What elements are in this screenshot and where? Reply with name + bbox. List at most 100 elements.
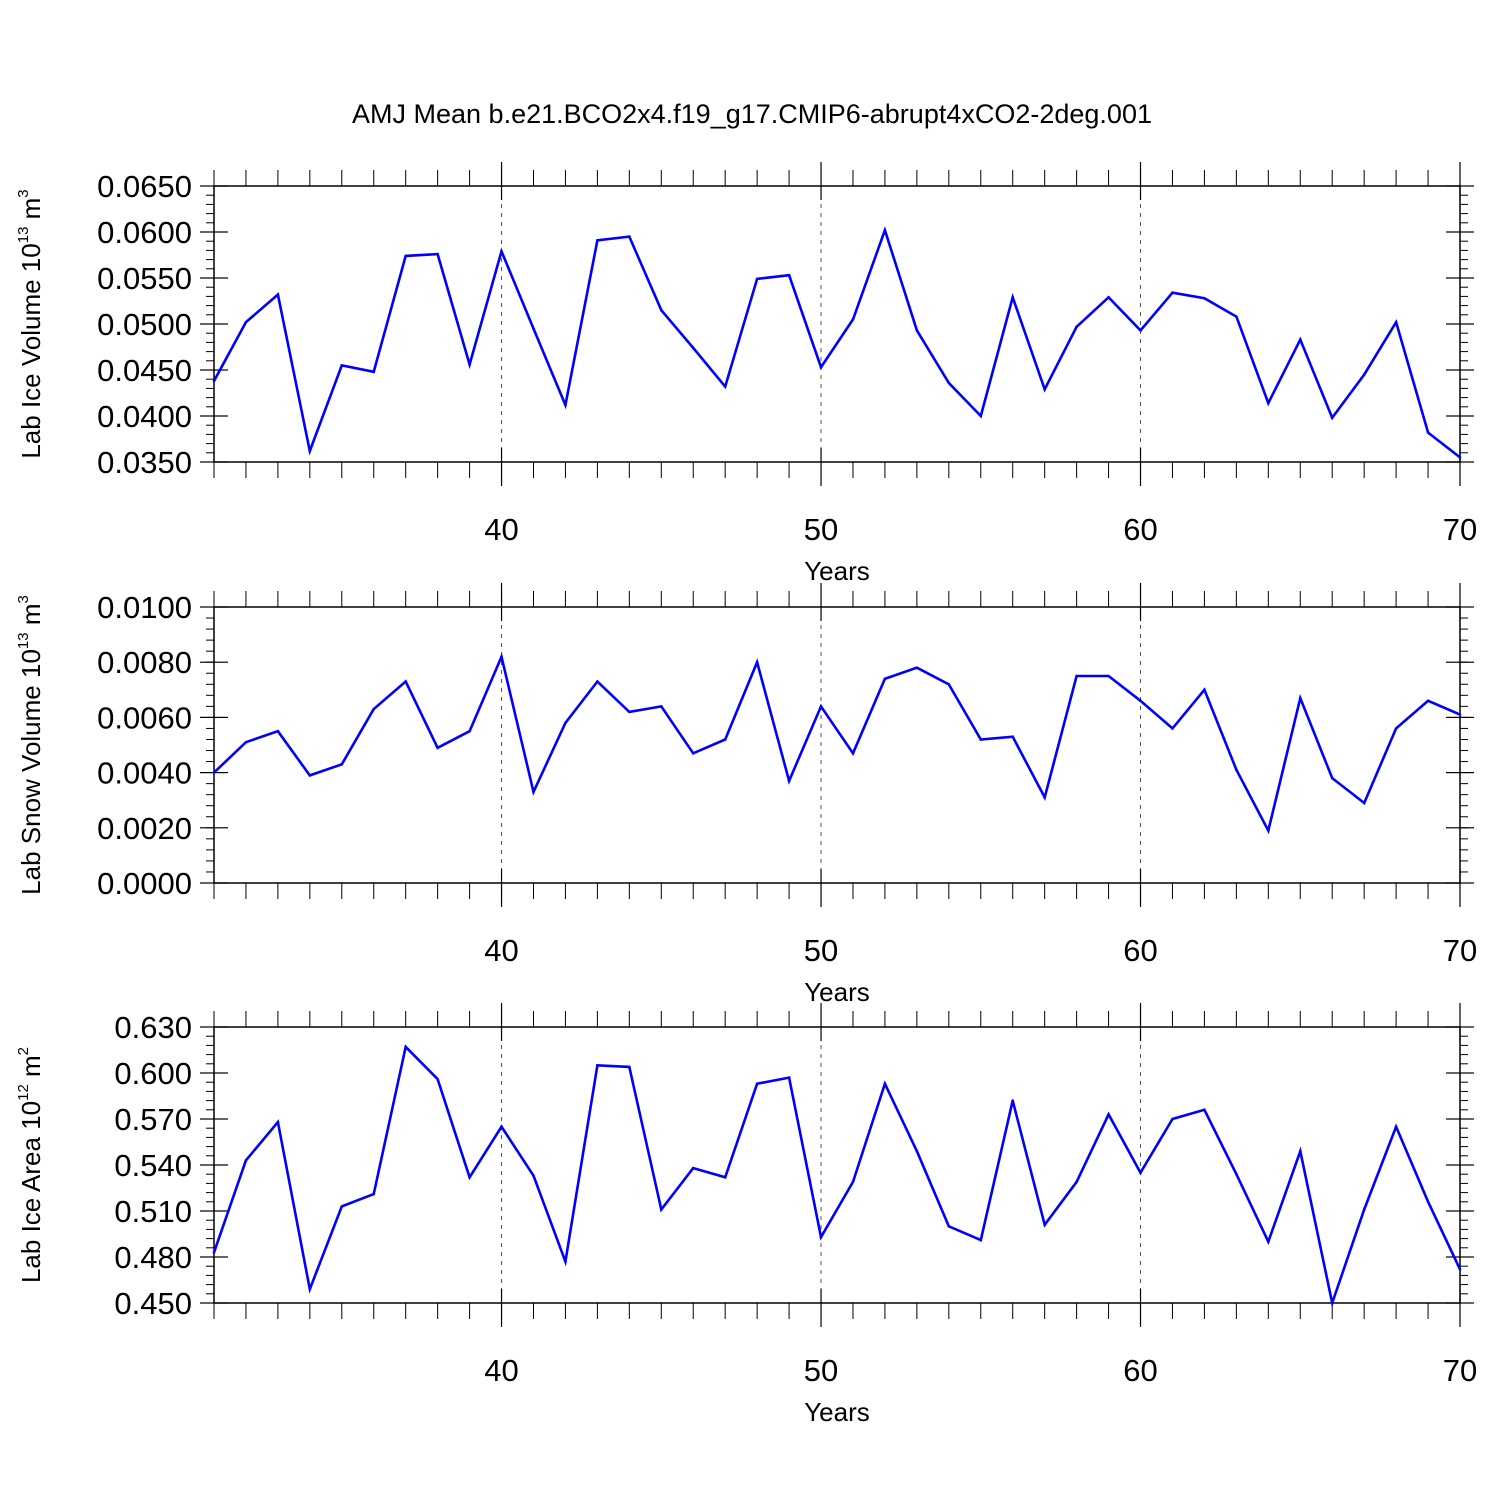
data-point [1011, 1099, 1015, 1102]
data-point [1011, 735, 1015, 739]
x-tick-label: 60 [1123, 1353, 1157, 1388]
x-tick-label: 50 [804, 933, 838, 968]
data-point [851, 318, 855, 321]
y-tick-label: 0.0600 [97, 215, 192, 250]
data-point [883, 1082, 887, 1086]
x-tick-label: 50 [804, 512, 838, 547]
data-point [1235, 768, 1238, 772]
data-point [883, 677, 887, 681]
data-point [915, 666, 919, 670]
data-point [1394, 727, 1398, 730]
data-point [404, 680, 407, 683]
data-point [915, 329, 919, 332]
y-axis-label-unit-exp: 2 [15, 1047, 32, 1055]
data-point [883, 228, 887, 232]
y-tick-label: 0.0080 [97, 645, 192, 680]
data-point [787, 273, 791, 277]
data-point [1171, 1117, 1174, 1121]
y-tick-label: 0.0040 [97, 756, 192, 791]
data-point [979, 1238, 983, 1242]
data-point [340, 763, 344, 766]
data-point [1203, 296, 1206, 300]
data-point [755, 660, 759, 664]
y-axis-label: Lab Snow Volume 1013 m3 [15, 595, 46, 895]
panel-2: 0.0000 0.0020 0.0040 0.0060 0.0080 0.0100 40 50… [15, 583, 1477, 1007]
data-point [628, 710, 631, 714]
y-axis-label-unit: m [16, 198, 46, 227]
data-point [436, 746, 439, 750]
data-point [468, 1175, 471, 1179]
plot-frame [213, 606, 1461, 884]
data-point [1330, 776, 1334, 780]
data-point [212, 1251, 216, 1254]
data-point [787, 1076, 791, 1079]
data-point [979, 414, 983, 418]
y-tick-label: 0.450 [114, 1286, 192, 1321]
y-tick-label: 0.0400 [97, 399, 192, 434]
y-axis-label-unit: m [16, 1055, 46, 1084]
data-point [1426, 1200, 1430, 1204]
x-tick-label: 40 [484, 933, 518, 968]
data-point [404, 254, 407, 258]
x-tick-label: 70 [1443, 512, 1477, 547]
data-point [596, 680, 599, 683]
data-point [1458, 456, 1462, 459]
data-point [340, 364, 344, 367]
data-point [308, 774, 312, 777]
data-point [1075, 674, 1078, 678]
data-point [691, 346, 695, 350]
x-tick-label: 60 [1123, 933, 1157, 968]
y-tick-label: 0.0450 [97, 353, 192, 388]
data-point [500, 1125, 503, 1128]
y-tick-label: 0.0500 [97, 307, 192, 342]
series-line [213, 652, 1461, 835]
data-point [596, 1064, 599, 1067]
data-point [755, 277, 759, 281]
data-point [340, 1205, 344, 1208]
y-axis-label: Lab Ice Area 1012 m2 [15, 1047, 46, 1283]
data-point [787, 779, 791, 783]
data-point [1171, 727, 1174, 730]
data-point [1043, 1223, 1046, 1227]
data-point [372, 1192, 376, 1196]
data-point [1362, 373, 1366, 376]
data-point [755, 1082, 759, 1086]
data-point [564, 721, 567, 725]
data-point [659, 308, 663, 312]
y-axis-label-exp: 12 [15, 1084, 32, 1101]
x-tick-label: 70 [1443, 1353, 1477, 1388]
plot-frame [213, 185, 1461, 463]
data-point [308, 449, 312, 453]
data-point [1426, 699, 1430, 703]
data-point [532, 1174, 535, 1178]
data-point [1267, 401, 1270, 405]
x-tick-label: 40 [484, 1353, 518, 1388]
data-point [212, 771, 216, 774]
y-axis-label-exp: 13 [15, 632, 32, 649]
data-point [947, 682, 951, 686]
data-point [628, 1065, 631, 1069]
data-point [244, 320, 248, 324]
data-point [723, 385, 727, 388]
data-point [1203, 1108, 1206, 1112]
data-point [1075, 1180, 1078, 1184]
y-tick-label: 0.540 [114, 1148, 192, 1183]
panel-3: 0.450 0.480 0.510 0.540 0.570 0.600 0.630 40 50 6… [15, 1003, 1477, 1427]
data-point [500, 655, 503, 658]
data-point [659, 1208, 663, 1211]
data-point [276, 293, 280, 296]
data-point [915, 1149, 919, 1153]
data-point [1426, 431, 1430, 434]
data-point [1298, 1149, 1302, 1153]
y-axis-label-base: Lab Ice Volume 10 [16, 243, 46, 458]
data-point [1267, 829, 1270, 832]
data-point [851, 751, 855, 755]
x-tick-label: 50 [804, 1353, 838, 1388]
data-point [628, 235, 631, 238]
data-point [723, 738, 727, 741]
y-tick-label: 0.510 [114, 1194, 192, 1229]
y-axis-label-unit-exp: 3 [15, 595, 32, 603]
y-tick-label: 0.0020 [97, 811, 192, 846]
data-point [1107, 1113, 1110, 1116]
